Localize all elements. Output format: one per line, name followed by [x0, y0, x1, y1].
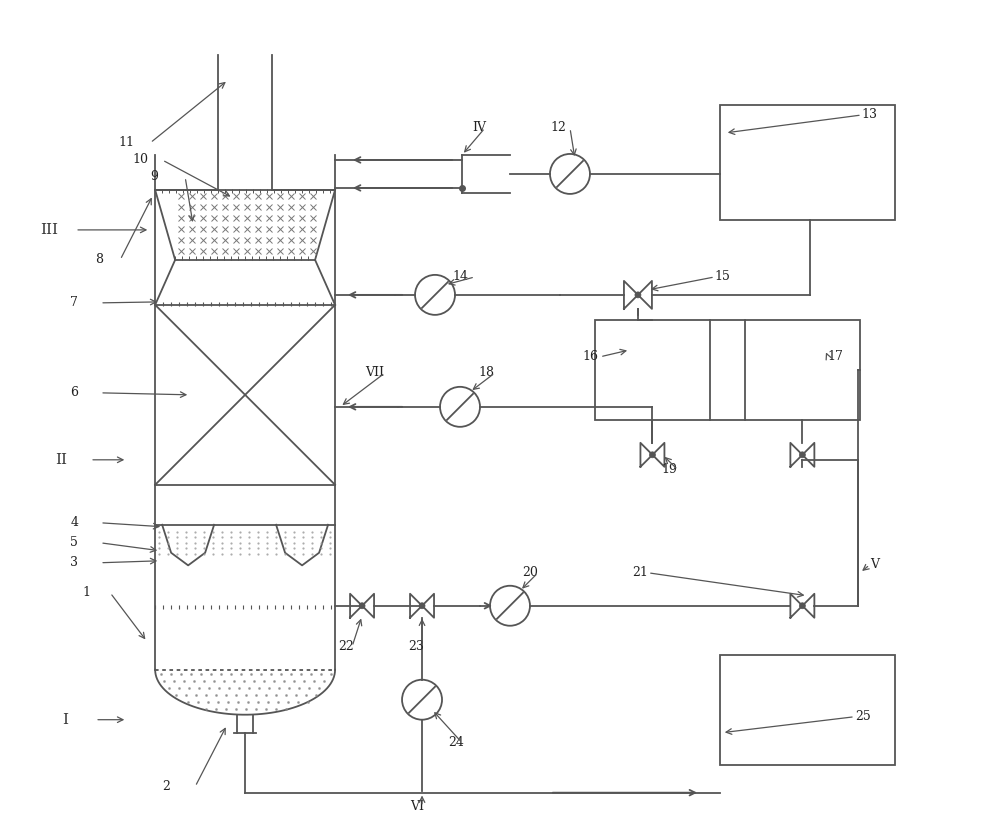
Text: IV: IV [472, 121, 486, 134]
Circle shape [419, 603, 425, 609]
Circle shape [799, 603, 805, 609]
Text: II: II [55, 453, 67, 467]
Text: 6: 6 [70, 386, 78, 399]
Text: 10: 10 [132, 153, 148, 166]
Text: 11: 11 [118, 136, 134, 149]
Text: 18: 18 [478, 367, 494, 379]
Text: 16: 16 [582, 350, 598, 363]
Bar [720, 105, 895, 220]
Circle shape [649, 452, 655, 458]
Text: 25: 25 [855, 710, 871, 723]
Text: 12: 12 [550, 121, 566, 134]
Text: 19: 19 [662, 463, 678, 476]
Text: 1: 1 [82, 586, 90, 599]
Text: V: V [870, 558, 879, 571]
Text: 17: 17 [828, 350, 844, 363]
Bar [745, 319, 860, 420]
Text: VI: VI [410, 800, 424, 813]
Text: 24: 24 [448, 736, 464, 749]
Text: 22: 22 [338, 641, 354, 654]
Text: 15: 15 [715, 271, 731, 284]
Bar [595, 319, 710, 420]
Text: 8: 8 [95, 253, 103, 267]
Text: 13: 13 [862, 108, 878, 121]
Text: 5: 5 [70, 536, 78, 549]
Bar [720, 654, 895, 764]
Text: 2: 2 [162, 780, 170, 793]
Circle shape [635, 292, 641, 297]
Text: 14: 14 [452, 271, 468, 284]
Circle shape [799, 452, 805, 458]
Text: 20: 20 [522, 566, 538, 579]
Text: 21: 21 [632, 566, 648, 579]
Text: 7: 7 [70, 297, 78, 310]
Text: III: III [40, 223, 58, 237]
Text: 9: 9 [150, 170, 158, 183]
Text: 4: 4 [70, 516, 78, 529]
Circle shape [359, 603, 365, 609]
Text: 3: 3 [70, 557, 78, 569]
Text: 23: 23 [408, 641, 424, 654]
Text: I: I [62, 712, 68, 727]
Text: VII: VII [365, 367, 384, 379]
